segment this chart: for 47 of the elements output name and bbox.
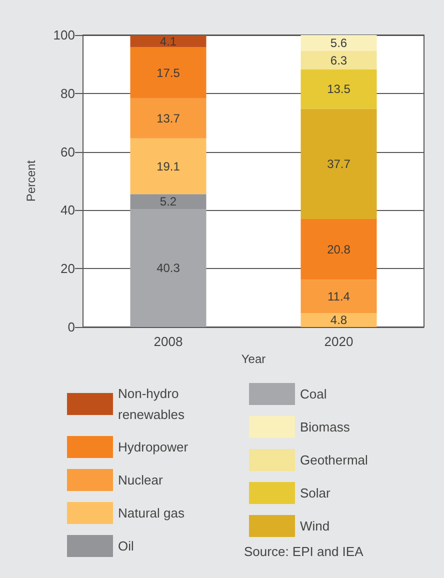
data-label: 13.7: [156, 111, 180, 126]
data-label: 20.8: [327, 242, 351, 256]
y-tick-label: 40: [60, 202, 75, 218]
y-tick-label: 0: [68, 320, 75, 334]
legend-label: Solar: [300, 486, 332, 500]
bar: [300, 69, 377, 109]
x-axis-title: Year: [241, 352, 266, 366]
bar: [130, 209, 206, 327]
bar: [300, 312, 377, 327]
source-note: Source: EPI and IEA: [244, 544, 364, 559]
bar: [130, 98, 206, 138]
legend-label: Coal: [300, 386, 327, 402]
data-label: 5.2: [160, 194, 177, 209]
data-label: 13.5: [327, 82, 351, 96]
bar: [130, 194, 206, 210]
legend-label: Hydropower: [118, 440, 189, 454]
data-label: 17.5: [156, 66, 180, 80]
x-tick-label: 2008: [154, 334, 183, 349]
x-tick-label: 2020: [324, 334, 354, 349]
bar: [300, 280, 377, 313]
bar: [300, 108, 377, 219]
legend-label: Nuclear: [118, 472, 164, 488]
bar: [130, 138, 206, 194]
bar: [300, 35, 377, 52]
y-tick-label: 60: [60, 144, 75, 160]
data-label: 37.7: [327, 156, 351, 171]
bar: [130, 35, 206, 48]
y-axis-title: Percent: [24, 160, 38, 202]
bar: [130, 47, 206, 98]
data-label: 40.3: [156, 261, 180, 276]
y-tick-label: 100: [53, 28, 75, 42]
data-label: 5.6: [330, 36, 348, 50]
legend-label: Oil: [118, 538, 134, 554]
data-label: 4.8: [330, 312, 348, 327]
legend-label: Geothermal: [300, 452, 368, 468]
legend-label: Wind: [300, 518, 330, 534]
bar: [300, 218, 377, 280]
data-label: 4.1: [160, 34, 177, 48]
legend-label: Natural gas: [118, 506, 185, 520]
y-tick-label: 80: [60, 86, 75, 101]
legend-label: Biomass: [300, 420, 350, 434]
data-label: 19.1: [156, 159, 180, 174]
data-label: 6.3: [330, 53, 348, 68]
y-tick-label: 20: [60, 261, 75, 276]
legend-label: Non-hydro renewables: [118, 386, 185, 422]
bar: [300, 51, 377, 70]
data-label: 11.4: [328, 289, 350, 304]
